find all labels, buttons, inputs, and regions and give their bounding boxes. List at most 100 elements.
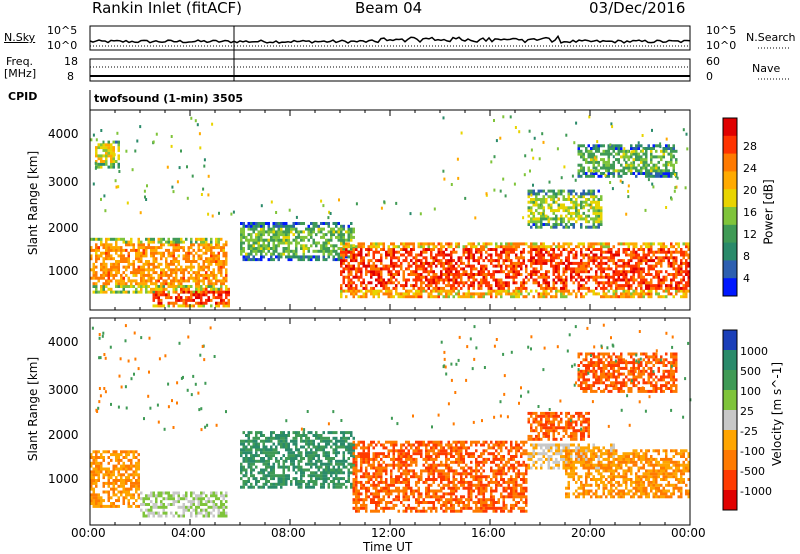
heatmap-cell	[577, 245, 580, 249]
heatmap-cell	[117, 279, 120, 283]
heatmap-cell	[185, 285, 188, 288]
heatmap-cell	[105, 146, 108, 150]
heatmap-cell	[175, 298, 178, 302]
heatmap-cell	[552, 264, 555, 268]
heatmap-cell	[635, 289, 638, 293]
heatmap-cell	[137, 282, 140, 286]
heatmap-cell	[185, 287, 188, 291]
heatmap-cell	[307, 258, 310, 262]
heatmap-cell	[280, 431, 283, 435]
heatmap-cell	[245, 255, 248, 259]
heatmap-cell	[555, 245, 558, 249]
heatmap-cell	[580, 295, 583, 299]
heatmap-cell	[197, 290, 200, 294]
heatmap-cell	[577, 242, 580, 246]
heatmap-cell	[590, 155, 593, 159]
heatmap-cell	[280, 255, 283, 259]
heatmap-cell	[585, 275, 588, 279]
heatmap-cell	[492, 289, 495, 293]
heatmap-cell	[190, 265, 193, 269]
heatmap-cell	[645, 152, 648, 156]
heatmap-cell	[92, 458, 95, 462]
heatmap-cell	[125, 496, 128, 500]
heatmap-cell	[602, 261, 605, 265]
heatmap-cell	[322, 222, 325, 225]
heatmap-cell	[90, 257, 93, 261]
heatmap-cell	[165, 262, 168, 266]
heatmap-cell	[90, 487, 93, 491]
heatmap-cell	[297, 451, 300, 455]
heatmap-cell	[105, 273, 108, 277]
heatmap-cell	[195, 287, 198, 291]
heatmap-cell	[182, 290, 185, 294]
heatmap-cell	[635, 278, 638, 282]
heatmap-cell	[450, 250, 453, 254]
heatmap-cell	[345, 295, 348, 299]
heatmap-cell	[190, 514, 193, 518]
heatmap-cell	[290, 241, 293, 245]
heatmap-cell	[320, 485, 323, 489]
heatmap-cell	[155, 246, 158, 250]
heatmap-cell	[165, 240, 168, 244]
heatmap-cell	[545, 245, 548, 249]
heatmap-cell	[667, 264, 670, 268]
heatmap-cell	[300, 244, 303, 248]
heatmap-cell	[667, 250, 670, 254]
heatmap-cell	[480, 273, 483, 276]
heatmap-cell	[220, 505, 223, 509]
heatmap-cell	[100, 165, 103, 169]
heatmap-cell	[157, 237, 160, 241]
heatmap-cell	[447, 242, 450, 246]
heatmap-cell	[520, 281, 523, 285]
heatmap-cell	[187, 276, 190, 280]
heatmap-cell	[247, 442, 250, 446]
heatmap-cell	[417, 275, 420, 279]
heatmap-cell	[442, 261, 445, 265]
noise-tick-low-right: 10^0	[706, 39, 737, 52]
heatmap-cell	[122, 240, 125, 244]
heatmap-cell	[267, 233, 270, 237]
heatmap-cell	[317, 255, 320, 259]
heatmap-cell	[167, 268, 170, 272]
heatmap-cell	[242, 468, 245, 472]
heatmap-cell	[115, 479, 118, 482]
heatmap-cell	[520, 250, 523, 254]
heatmap-cell	[105, 262, 108, 266]
heatmap-cell	[337, 465, 340, 469]
heatmap-cell	[192, 279, 195, 283]
heatmap-cell	[609, 143, 612, 147]
heatmap-cell	[505, 273, 508, 276]
heatmap-cell	[595, 281, 598, 285]
heatmap-cell	[582, 155, 585, 159]
heatmap-cell	[130, 487, 133, 491]
heatmap-cell	[327, 247, 330, 250]
heatmap-cell	[277, 224, 280, 228]
heatmap-cell	[145, 251, 148, 255]
heatmap-cell	[247, 434, 250, 437]
heatmap-cell	[162, 282, 165, 286]
heatmap-cell	[570, 223, 573, 226]
heatmap-cell	[685, 253, 688, 257]
heatmap-cell	[247, 247, 250, 250]
heatmap-cell	[480, 278, 483, 282]
heatmap-cell	[202, 290, 205, 294]
heatmap-cell	[137, 240, 140, 244]
heatmap-cell	[625, 172, 628, 175]
heatmap-cell	[557, 197, 560, 201]
heatmap-cell	[662, 169, 665, 173]
heatmap-cell	[455, 267, 458, 271]
heatmap-cell	[322, 471, 325, 475]
heatmap-cell	[95, 473, 98, 477]
heatmap-cell	[250, 454, 253, 458]
heatmap-cell	[545, 275, 548, 279]
heatmap-cell	[297, 465, 300, 469]
heatmap-cell	[147, 260, 150, 263]
heatmap-cell	[342, 247, 345, 250]
heatmap-cell	[580, 278, 583, 282]
heatmap-cell	[337, 462, 340, 466]
heatmap-cell	[640, 289, 643, 293]
heatmap-cell	[362, 245, 365, 249]
heatmap-cell	[402, 273, 405, 276]
heatmap-cell	[140, 508, 143, 512]
heatmap-cell	[497, 253, 500, 257]
